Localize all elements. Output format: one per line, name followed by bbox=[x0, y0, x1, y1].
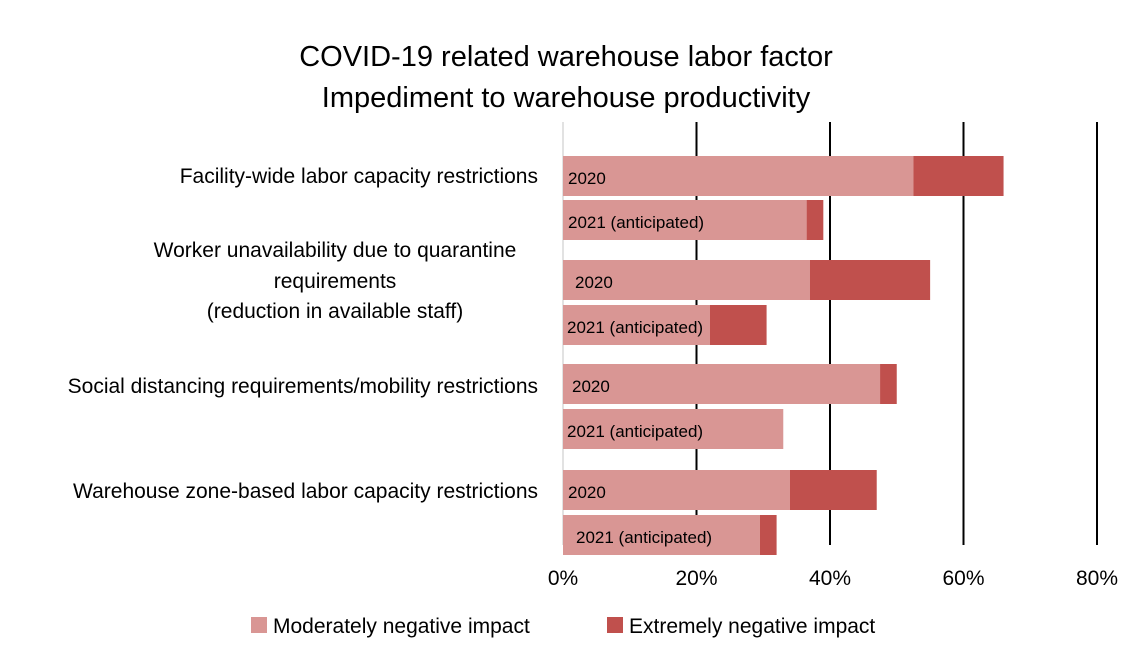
moderate-impact-bar bbox=[563, 156, 914, 196]
category-label: Warehouse zone-based labor capacity rest… bbox=[73, 480, 538, 503]
bar-year-label: 2020 bbox=[568, 169, 606, 188]
chart-title: COVID-19 related warehouse labor factor I… bbox=[299, 41, 833, 114]
x-tick-label: 0% bbox=[548, 567, 578, 590]
moderate-impact-bar bbox=[563, 409, 784, 449]
chart-title-line: Impediment to warehouse productivity bbox=[322, 82, 811, 114]
bar-year-label: 2020 bbox=[575, 273, 613, 292]
moderate-impact-bar bbox=[563, 200, 807, 240]
x-tick-label: 40% bbox=[809, 567, 851, 590]
bar-year-label: 2021 (anticipated) bbox=[576, 528, 712, 547]
bar-year-label: 2021 (anticipated) bbox=[567, 318, 703, 337]
moderate-impact-bar bbox=[563, 470, 790, 510]
x-axis-ticks: 0% 20% 40% 60% 80% bbox=[548, 567, 1118, 590]
extreme-impact-bar bbox=[913, 156, 1004, 196]
category-labels: Facility-wide labor capacity restriction… bbox=[68, 165, 538, 503]
category-label: Social distancing requirements/mobility … bbox=[68, 375, 538, 398]
legend-label: Extremely negative impact bbox=[629, 615, 875, 638]
moderate-impact-bar bbox=[563, 364, 881, 404]
extreme-impact-bar bbox=[789, 470, 877, 510]
category-label: Worker unavailability due to quarantine bbox=[154, 239, 517, 262]
extreme-impact-bar bbox=[759, 515, 777, 555]
legend-swatch bbox=[251, 617, 267, 633]
bar-year-label: 2020 bbox=[572, 377, 610, 396]
legend-swatch bbox=[607, 617, 623, 633]
x-tick-label: 80% bbox=[1076, 567, 1118, 590]
bar-year-label: 2021 (anticipated) bbox=[568, 213, 704, 232]
category-label: (reduction in available staff) bbox=[207, 300, 463, 323]
moderate-impact-bar bbox=[563, 305, 710, 345]
bar-year-label: 2021 (anticipated) bbox=[567, 422, 703, 441]
legend: Moderately negative impact Extremely nega… bbox=[251, 615, 875, 638]
moderate-impact-bar bbox=[563, 260, 810, 300]
legend-label: Moderately negative impact bbox=[273, 615, 530, 638]
moderate-impact-bar bbox=[563, 515, 760, 555]
extreme-impact-bar bbox=[880, 364, 897, 404]
bar-year-label: 2020 bbox=[568, 483, 606, 502]
category-label: requirements bbox=[274, 270, 397, 293]
x-tick-label: 20% bbox=[675, 567, 717, 590]
bars: 2020 2021 (anticipated) 2020 2021 (anticipa… bbox=[563, 156, 1004, 555]
category-label: Facility-wide labor capacity restriction… bbox=[180, 165, 538, 188]
extreme-impact-bar bbox=[709, 305, 767, 345]
extreme-impact-bar bbox=[809, 260, 931, 300]
extreme-impact-bar bbox=[806, 200, 824, 240]
x-tick-label: 60% bbox=[942, 567, 984, 590]
chart-title-line: COVID-19 related warehouse labor factor bbox=[299, 41, 833, 73]
